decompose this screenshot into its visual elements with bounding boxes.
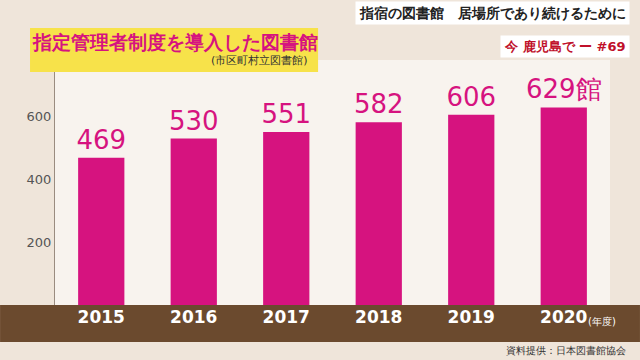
svg-text:資料提供：日本図書館協会: 資料提供：日本図書館協会	[506, 345, 626, 356]
svg-text:(年度): (年度)	[588, 316, 616, 327]
svg-text:2015: 2015	[78, 307, 125, 327]
svg-text:400: 400	[27, 172, 52, 187]
svg-text:2019: 2019	[448, 307, 495, 327]
svg-text:582: 582	[354, 89, 404, 119]
svg-text:600: 600	[27, 109, 52, 124]
svg-text:2016: 2016	[170, 307, 217, 327]
svg-text:今 鹿児島で ー #69: 今 鹿児島で ー #69	[504, 39, 626, 54]
svg-text:551: 551	[261, 99, 311, 129]
svg-text:629館: 629館	[526, 74, 602, 104]
svg-text:指宿の図書館 居場所であり続けるために: 指宿の図書館 居場所であり続けるために	[359, 5, 626, 21]
svg-text:2018: 2018	[355, 307, 402, 327]
svg-text:指定管理者制度を導入した図書館: 指定管理者制度を導入した図書館	[32, 31, 318, 53]
svg-text:200: 200	[27, 235, 52, 250]
svg-text:2017: 2017	[263, 307, 310, 327]
svg-text:469: 469	[76, 125, 126, 155]
svg-text:530: 530	[169, 106, 219, 136]
svg-text:(市区町村立図書館): (市区町村立図書館)	[211, 54, 308, 67]
svg-text:606: 606	[446, 82, 496, 112]
svg-text:2020: 2020	[540, 307, 587, 327]
